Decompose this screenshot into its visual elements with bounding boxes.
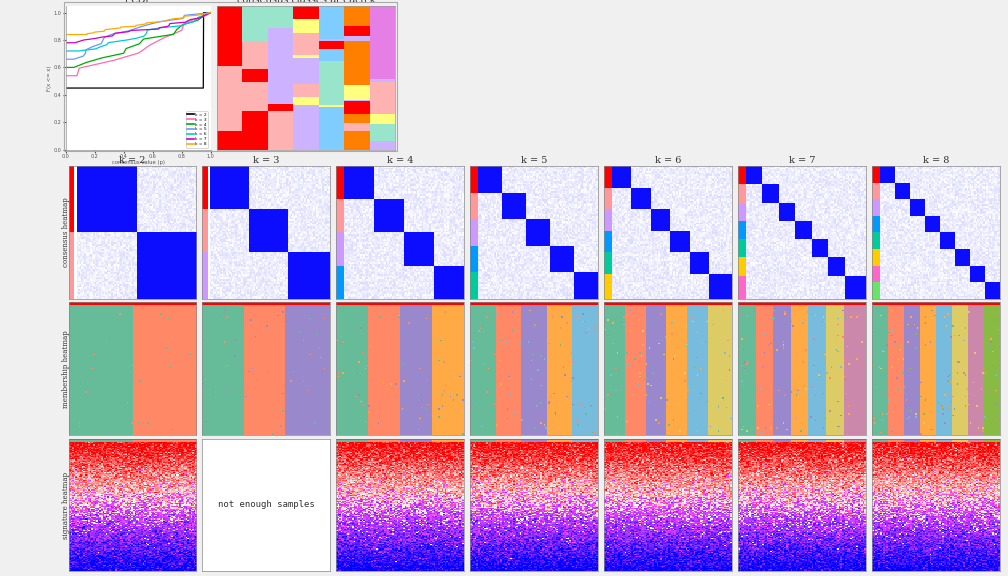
Y-axis label: F(x <= x): F(x <= x): [47, 65, 52, 90]
Title: k = 5: k = 5: [521, 156, 547, 165]
Legend: k = 2, k = 3, k = 4, k = 5, k = 6, k = 7, k = 8: k = 2, k = 3, k = 4, k = 5, k = 6, k = 7…: [185, 111, 209, 147]
Title: ECDF: ECDF: [125, 0, 151, 5]
Title: k = 8: k = 8: [922, 156, 950, 165]
Text: not enough samples: not enough samples: [218, 501, 314, 509]
Title: k = 7: k = 7: [789, 156, 815, 165]
Title: consensus classes at each k: consensus classes at each k: [237, 0, 375, 5]
Title: k = 2: k = 2: [119, 156, 146, 165]
X-axis label: consensus value (p): consensus value (p): [112, 160, 164, 165]
Y-axis label: signature heatmap: signature heatmap: [61, 471, 70, 539]
Title: k = 3: k = 3: [253, 156, 279, 165]
Y-axis label: consensus heatmap: consensus heatmap: [61, 198, 70, 267]
Title: k = 4: k = 4: [387, 156, 413, 165]
Title: k = 6: k = 6: [655, 156, 681, 165]
Y-axis label: membership heatmap: membership heatmap: [61, 330, 70, 407]
